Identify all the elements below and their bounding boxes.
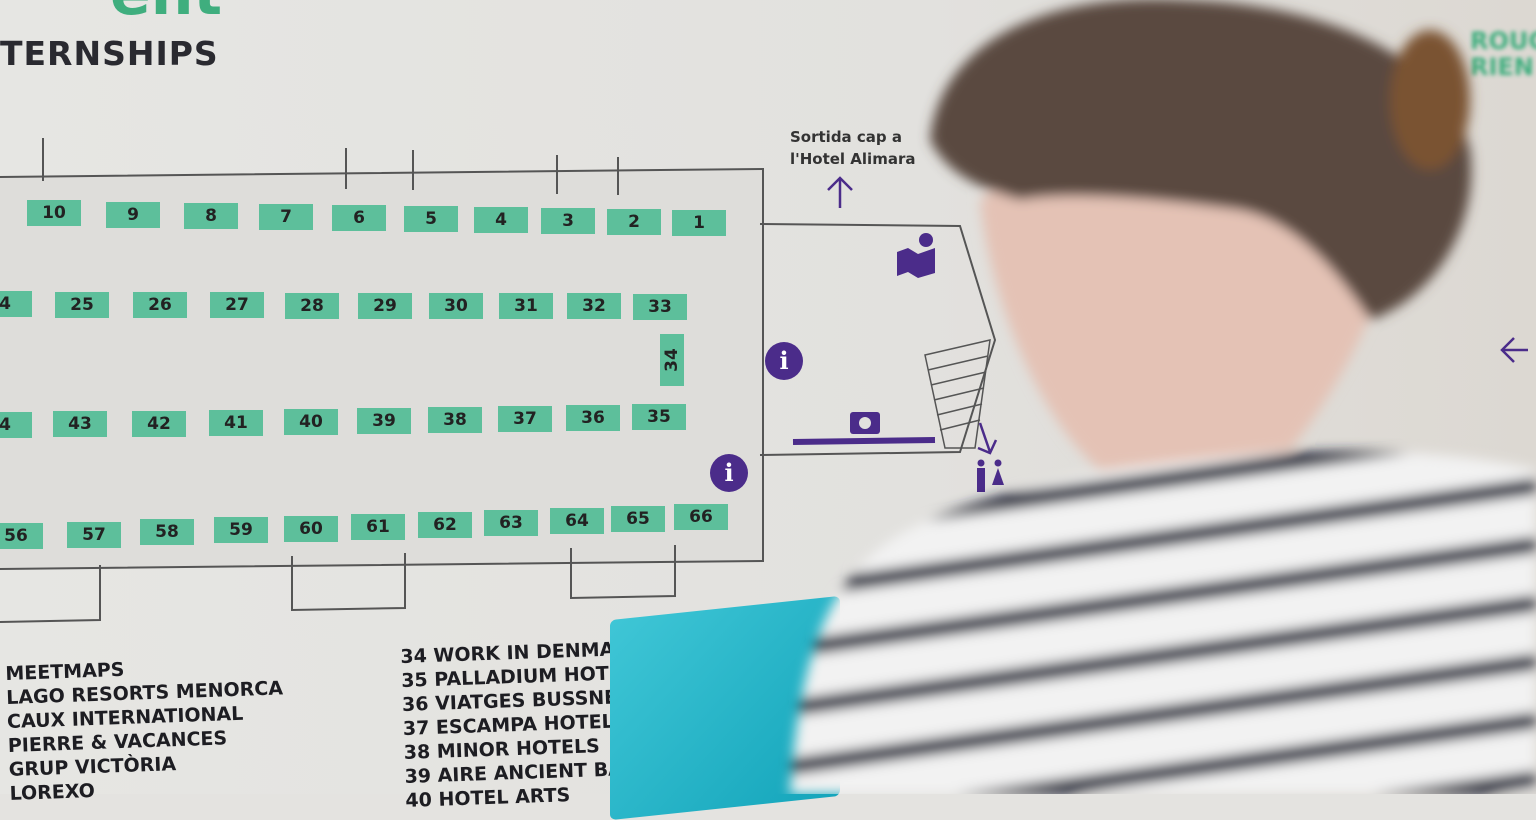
booth-8: 8 (184, 203, 238, 229)
booth-42: 42 (132, 411, 186, 437)
booth-36: 36 (566, 405, 620, 431)
exit-label: Sortida cap a l'Hotel Alimara (790, 128, 916, 168)
booth-27: 27 (210, 292, 264, 318)
booth-4: 4 (0, 412, 32, 438)
booth-59: 59 (214, 517, 268, 543)
booth-66: 66 (674, 504, 728, 530)
right-sign-text: ROUGHRIEN (1470, 27, 1536, 81)
restroom-icon (977, 459, 1004, 492)
arrow-left-icon (1500, 337, 1528, 363)
wall-tick (556, 155, 558, 194)
woman-person (790, 0, 1536, 794)
info-icon: i (710, 454, 748, 492)
booth-39: 39 (357, 408, 411, 434)
booth-58: 58 (140, 519, 194, 545)
booth-3: 3 (541, 208, 595, 234)
booth-38: 38 (428, 407, 482, 433)
booth-32: 32 (567, 293, 621, 319)
floor-plan-lines (0, 176, 1528, 623)
booth-2: 2 (607, 209, 661, 235)
booth-4: 4 (474, 207, 528, 233)
arrow-down-icon (977, 422, 998, 455)
booth-40: 40 (284, 409, 338, 435)
booth-65: 65 (611, 506, 665, 532)
wall-tick (42, 138, 44, 182)
exhibitor-list-left: MEETMAPS LAGO RESORTS MENORCA CAUX INTERNA… (5, 652, 287, 806)
booth-41: 41 (209, 410, 263, 436)
info-icon: i (765, 342, 803, 380)
booth-57: 57 (67, 522, 121, 548)
booth-60: 60 (284, 516, 338, 542)
booth-10: 10 (27, 200, 81, 226)
stairs-icon (924, 339, 991, 449)
booth-37: 37 (498, 406, 552, 432)
booth-62: 62 (418, 512, 472, 538)
booth-33: 33 (633, 294, 687, 320)
booth-31: 31 (499, 293, 553, 319)
map-pin-icon (897, 233, 935, 278)
sign-heading: TERNSHIPS (0, 34, 219, 73)
booth-56: 56 (0, 523, 43, 549)
camera-icon (850, 412, 880, 434)
wall-tick (412, 150, 414, 191)
booth-1: 1 (672, 210, 726, 236)
booth-9: 9 (106, 202, 160, 228)
wall-tick (617, 157, 619, 196)
arrow-up-icon (827, 176, 853, 208)
booth-61: 61 (351, 514, 405, 540)
booth-64: 64 (550, 508, 604, 534)
booth-29: 29 (358, 293, 412, 319)
booth-35: 35 (632, 404, 686, 430)
booth-43: 43 (53, 411, 107, 437)
booth-4: 4 (0, 291, 32, 317)
booth-26: 26 (133, 292, 187, 318)
booth-28: 28 (285, 293, 339, 319)
booth-7: 7 (259, 204, 313, 230)
booth-6: 6 (332, 205, 386, 231)
booth-34: 34 (660, 334, 684, 386)
wall-tick (345, 148, 347, 189)
booth-5: 5 (404, 206, 458, 232)
booth-63: 63 (484, 510, 538, 536)
booth-25: 25 (55, 292, 109, 318)
booth-30: 30 (429, 293, 483, 319)
